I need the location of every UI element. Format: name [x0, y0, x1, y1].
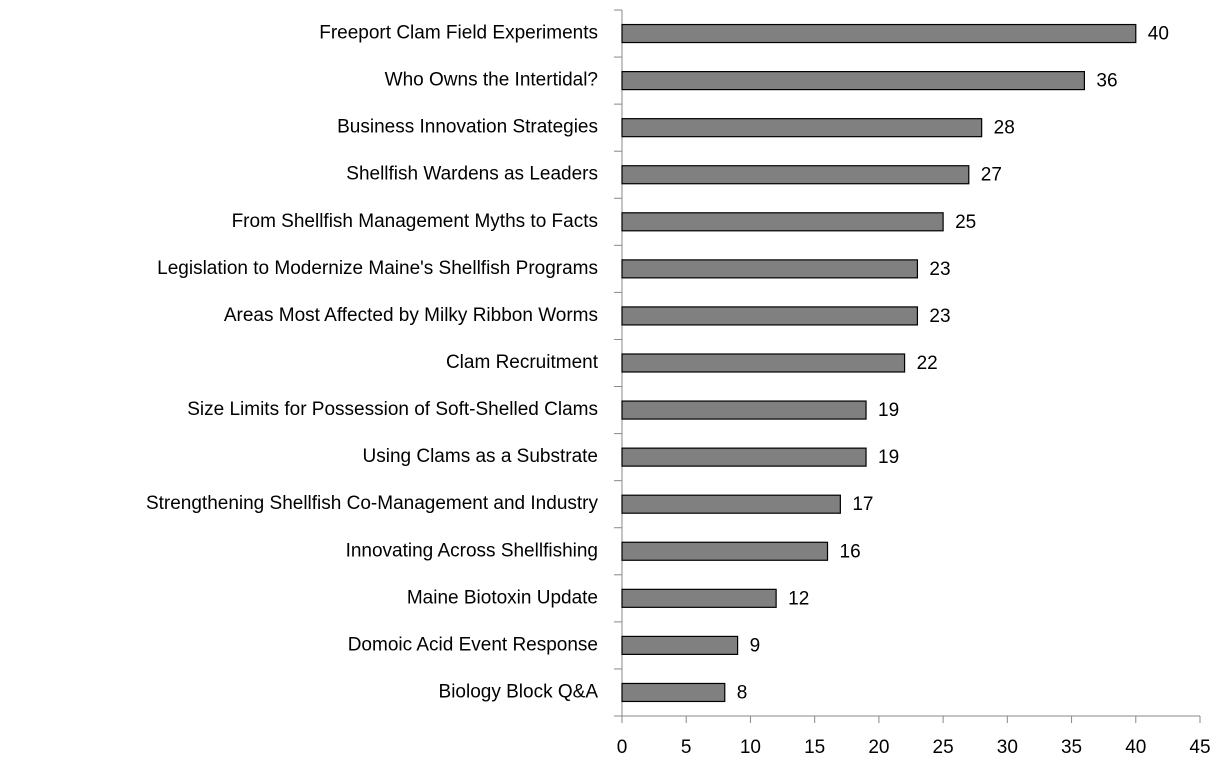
y-tick-label: Business Innovation Strategies — [337, 117, 598, 138]
bar — [621, 212, 944, 232]
bar — [621, 494, 841, 514]
bar — [621, 447, 867, 467]
value-label: 8 — [737, 682, 748, 703]
x-tick-label: 25 — [933, 737, 954, 758]
value-label: 23 — [929, 259, 950, 280]
value-label: 12 — [788, 588, 809, 609]
y-tick-label: Who Owns the Intertidal? — [385, 70, 598, 91]
value-label: 9 — [750, 635, 761, 656]
y-tick-label: Areas Most Affected by Milky Ribbon Worm… — [224, 305, 598, 326]
bar — [621, 541, 829, 561]
y-tick-label: From Shellfish Management Myths to Facts — [232, 211, 598, 232]
x-tick-label: 5 — [681, 737, 692, 758]
value-label: 22 — [917, 353, 938, 374]
value-label: 16 — [840, 541, 861, 562]
bar — [621, 400, 867, 420]
x-tick-label: 35 — [1061, 737, 1082, 758]
y-tick-label: Using Clams as a Substrate — [363, 446, 599, 467]
y-tick-label: Size Limits for Possession of Soft-Shell… — [187, 399, 598, 420]
y-tick-label: Innovating Across Shellfishing — [346, 540, 598, 561]
x-tick-label: 20 — [868, 737, 889, 758]
y-tick-label: Clam Recruitment — [446, 352, 599, 373]
value-label: 19 — [878, 400, 899, 421]
bar — [621, 353, 906, 373]
x-tick-label: 45 — [1189, 737, 1210, 758]
x-tick-label: 40 — [1125, 737, 1146, 758]
x-tick-label: 30 — [997, 737, 1018, 758]
bar — [621, 23, 1137, 44]
x-tick-label: 10 — [740, 737, 761, 758]
value-label: 40 — [1148, 24, 1169, 45]
value-label: 36 — [1096, 71, 1117, 92]
bar — [621, 118, 983, 138]
value-label: 23 — [929, 306, 950, 327]
value-label: 25 — [955, 212, 976, 233]
y-tick-label: Freeport Clam Field Experiments — [319, 23, 598, 44]
value-label: 17 — [852, 494, 873, 515]
y-tick-label: Maine Biotoxin Update — [407, 587, 598, 608]
x-tick-label: 15 — [804, 737, 825, 758]
y-tick-label: Biology Block Q&A — [439, 681, 599, 702]
bar — [621, 682, 726, 703]
bar — [621, 165, 970, 185]
bar — [621, 588, 777, 608]
x-tick-label: 0 — [617, 737, 628, 758]
y-tick-label: Legislation to Modernize Maine's Shellfi… — [157, 258, 598, 279]
value-label: 28 — [994, 118, 1015, 139]
value-label: 19 — [878, 447, 899, 468]
bar — [621, 70, 1085, 91]
bar — [621, 259, 919, 279]
bar — [621, 635, 739, 656]
bar — [621, 306, 919, 326]
y-tick-label: Shellfish Wardens as Leaders — [346, 164, 598, 185]
y-tick-label: Strengthening Shellfish Co-Management an… — [146, 493, 599, 514]
value-label: 27 — [981, 165, 1002, 186]
y-tick-label: Domoic Acid Event Response — [348, 634, 598, 655]
